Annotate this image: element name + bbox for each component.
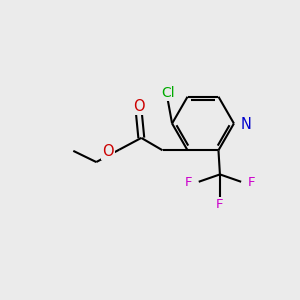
Text: F: F <box>248 176 255 189</box>
Text: F: F <box>185 176 192 189</box>
Text: O: O <box>133 99 145 114</box>
Text: O: O <box>102 144 113 159</box>
Text: N: N <box>240 117 251 132</box>
Text: Cl: Cl <box>161 85 175 100</box>
Text: F: F <box>216 198 224 211</box>
